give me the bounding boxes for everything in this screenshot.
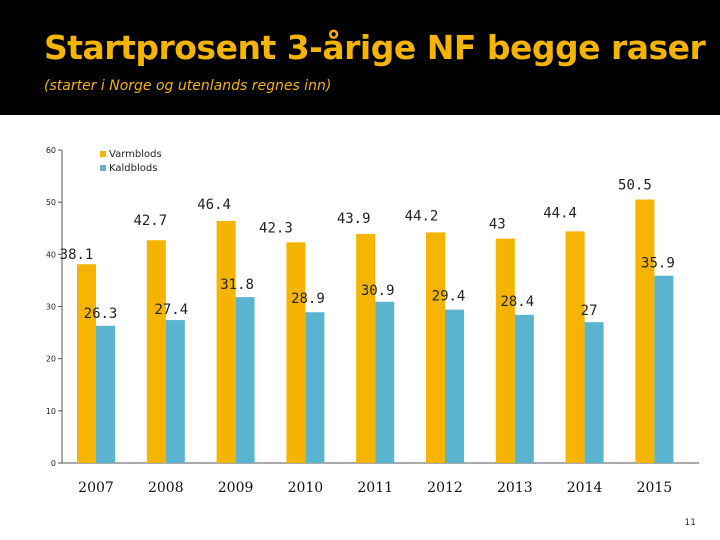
legend-swatch-kaldblods — [100, 165, 106, 171]
x-tick-label: 2015 — [637, 480, 673, 496]
bar-varmblods — [146, 240, 166, 463]
data-label-kaldblods: 35.9 — [641, 256, 675, 272]
bar-kaldblods — [235, 297, 255, 463]
data-label-varmblods: 50.5 — [618, 178, 652, 194]
bar-kaldblods — [96, 325, 115, 463]
data-label-kaldblods: 29.4 — [432, 289, 466, 305]
bar-kaldblods — [584, 322, 604, 463]
y-tick-label: 40 — [46, 250, 56, 259]
x-tick-label: 2011 — [357, 480, 393, 496]
page-number: 11 — [684, 518, 696, 528]
bar-chart: 0 10 20 30 40 50 60 38.1 26.3 2007 42.7 27.4 2008 46.… — [46, 146, 700, 496]
x-tick-label: 2012 — [427, 480, 463, 496]
data-label-kaldblods: 26.3 — [84, 306, 118, 322]
x-tick-label: 2007 — [78, 480, 114, 496]
bar-varmblods — [286, 242, 306, 463]
legend-label-kaldblods: Kaldblods — [109, 163, 157, 174]
slide-header: Startprosent 3-årige NF begge raser (sta… — [0, 0, 720, 115]
bar-varmblods — [426, 232, 445, 463]
y-tick-label: 10 — [46, 407, 56, 416]
legend-swatch-varmblods — [100, 151, 106, 157]
slide-subtitle: (starter i Norge og utenlands regnes inn… — [44, 78, 332, 94]
data-label-kaldblods: 28.4 — [500, 294, 534, 310]
bar-kaldblods — [305, 312, 325, 463]
data-label-varmblods: 46.4 — [197, 197, 231, 213]
x-tick-label: 2014 — [567, 480, 603, 496]
data-label-varmblods: 44.2 — [405, 208, 439, 224]
y-tick-label: 60 — [46, 146, 56, 155]
bar-varmblods — [635, 199, 655, 463]
bar-varmblods — [77, 264, 96, 463]
y-tick-label: 20 — [46, 355, 56, 364]
x-tick-label: 2008 — [148, 480, 184, 496]
x-tick-label: 2010 — [288, 480, 324, 496]
y-tick-label: 30 — [46, 303, 56, 312]
data-label-varmblods: 43 — [489, 217, 506, 233]
bar-kaldblods — [165, 320, 185, 463]
bar-kaldblods — [514, 314, 534, 463]
bar-kaldblods — [375, 301, 395, 463]
bar-varmblods — [216, 220, 236, 463]
bar-varmblods — [565, 231, 585, 463]
y-tick-label: 50 — [46, 198, 56, 207]
data-label-varmblods: 42.7 — [133, 213, 167, 229]
data-label-kaldblods: 28.9 — [291, 291, 325, 307]
data-label-kaldblods: 27 — [581, 303, 598, 319]
x-tick-label: 2009 — [218, 480, 254, 496]
slide-title: Startprosent 3-årige NF begge raser — [44, 28, 706, 67]
data-label-varmblods: 44.4 — [543, 205, 577, 221]
x-tick-label: 2013 — [497, 480, 533, 496]
legend-label-varmblods: Varmblods — [109, 149, 162, 160]
data-label-varmblods: 42.3 — [259, 220, 293, 236]
data-label-kaldblods: 27.4 — [154, 302, 188, 318]
data-label-varmblods: 43.9 — [337, 211, 371, 227]
y-tick-label: 0 — [51, 459, 56, 468]
bar-kaldblods — [654, 275, 674, 463]
bar-kaldblods — [445, 309, 464, 463]
data-label-kaldblods: 30.9 — [361, 283, 395, 299]
bar-varmblods — [495, 238, 515, 463]
data-label-kaldblods: 31.8 — [220, 277, 254, 293]
bar-varmblods — [356, 233, 376, 463]
data-label-varmblods: 38.1 — [60, 247, 94, 263]
